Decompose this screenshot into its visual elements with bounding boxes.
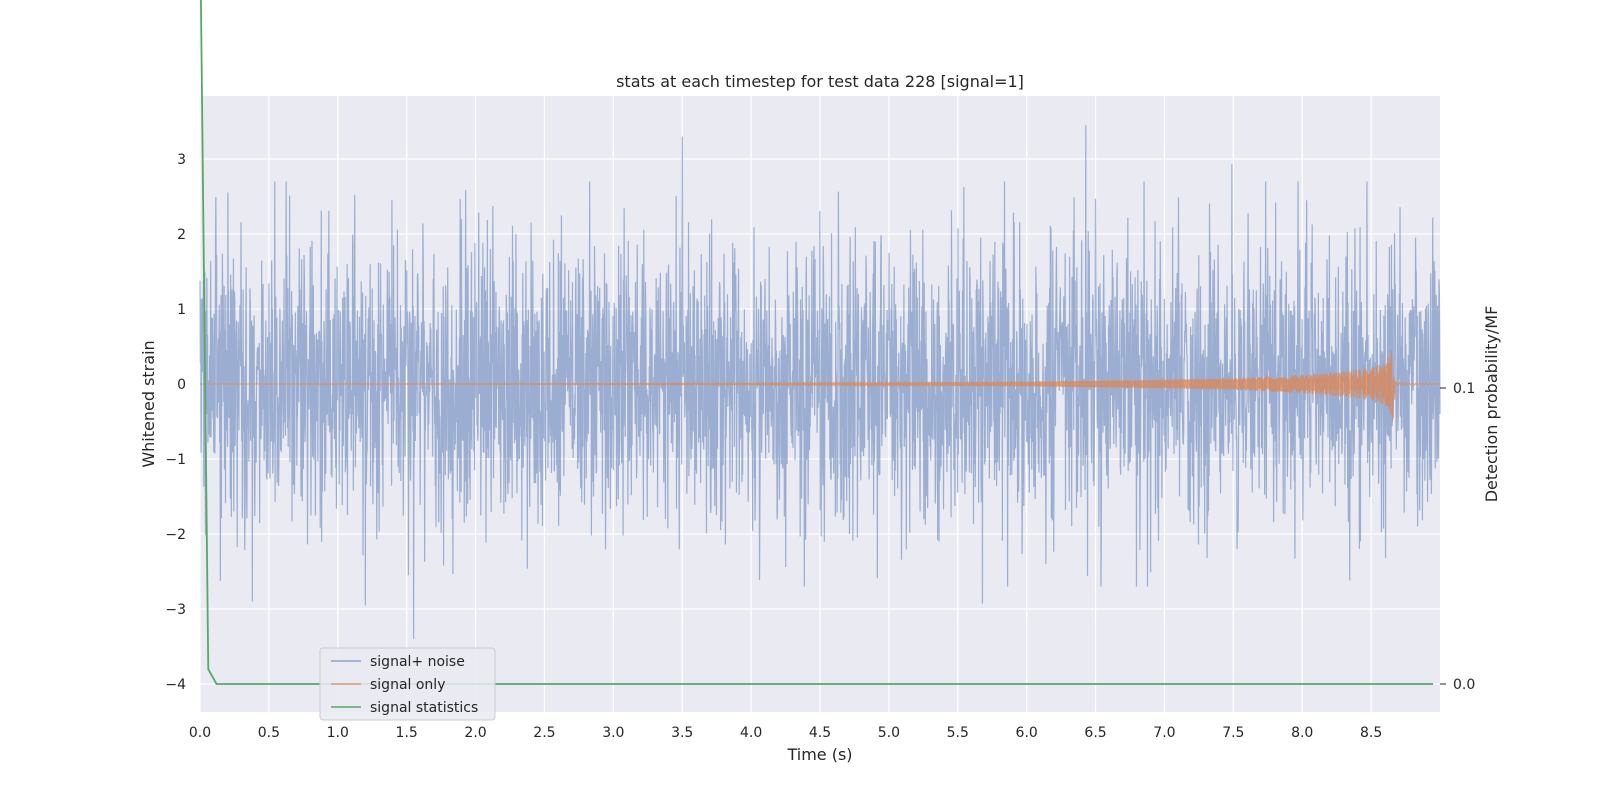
- x-tick-label: 8.5: [1360, 725, 1382, 741]
- legend-box: [319, 647, 496, 721]
- x-tick-label: 8.0: [1291, 725, 1313, 741]
- tick-labels: 0.0 0.5 1.0 1.5 2.0 2.5 3.0 3.5 4.0 4.5 5.0 5.5 6.0 6…: [165, 152, 1475, 741]
- y-tick-label: −1: [165, 452, 186, 468]
- legend: signal+ noise signal only signal statist…: [319, 647, 496, 721]
- chart-title: stats at each timestep for test data 228…: [616, 72, 1024, 91]
- x-tick-label: 6.5: [1084, 725, 1106, 741]
- x-tick-label: 3.0: [602, 725, 624, 741]
- legend-label-statistics: signal statistics: [370, 700, 478, 716]
- y-tick-label: −3: [165, 602, 186, 618]
- x-tick-label: 5.5: [947, 725, 969, 741]
- y-tick-label: 0: [177, 377, 186, 393]
- y-tick-label: −2: [165, 527, 186, 543]
- x-tick-label: 3.5: [671, 725, 693, 741]
- x-axis-label: Time (s): [786, 745, 852, 764]
- series-signal-only: [200, 350, 1441, 422]
- series-signal-statistics: [200, 0, 1434, 685]
- series-signal-noise: [199, 125, 1441, 640]
- x-tick-label: 6.0: [1016, 725, 1038, 741]
- x-tick-label: 2.0: [464, 725, 486, 741]
- x-tick-label: 1.0: [327, 725, 349, 741]
- x-tick-label: 4.0: [740, 725, 762, 741]
- noise-line: [199, 125, 1441, 640]
- y-tick-label: 1: [177, 302, 186, 318]
- legend-label-noise: signal+ noise: [370, 654, 465, 670]
- x-tick-label: 1.5: [396, 725, 418, 741]
- x-tick-label: 0.5: [258, 725, 280, 741]
- x-tick-label: 2.5: [533, 725, 555, 741]
- x-tick-label: 7.5: [1222, 725, 1244, 741]
- x-tick-label: 0.0: [189, 725, 211, 741]
- y2-axis-label: Detection probability/MF: [1482, 306, 1501, 503]
- y-tick-label: 3: [177, 152, 186, 168]
- x-tick-label: 4.5: [809, 725, 831, 741]
- x-tick-label: 5.0: [878, 725, 900, 741]
- y2-tick-label: 0.0: [1453, 677, 1475, 693]
- x-tick-label: 7.0: [1153, 725, 1175, 741]
- y-axis-label: Whitened strain: [139, 340, 158, 467]
- statistics-line: [200, 0, 1434, 685]
- y2-tick-label: 0.1: [1453, 381, 1475, 397]
- y-tick-label: −4: [165, 677, 186, 693]
- y-tick-label: 2: [177, 227, 186, 243]
- signal-line: [200, 350, 1441, 422]
- legend-label-signal: signal only: [370, 677, 445, 693]
